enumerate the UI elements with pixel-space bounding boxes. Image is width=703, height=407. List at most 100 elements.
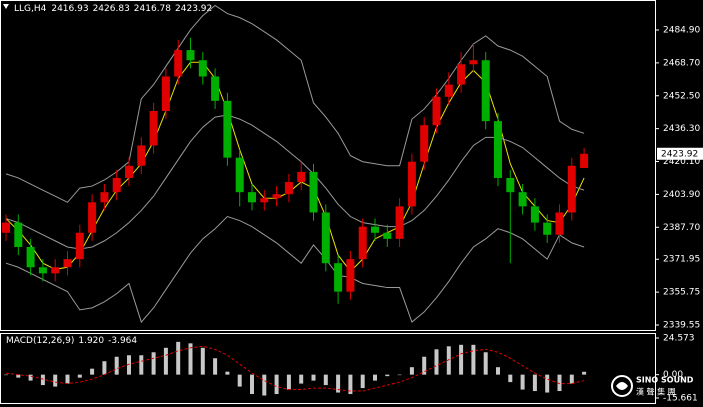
candle-body <box>580 153 589 168</box>
macd-bar <box>274 374 279 395</box>
candle-body <box>346 259 355 292</box>
candle-body <box>518 192 527 207</box>
macd-bar <box>557 374 562 392</box>
macd-bar <box>471 344 476 375</box>
candle-body <box>198 60 207 77</box>
candle-body <box>481 60 490 122</box>
macd-bar <box>286 374 291 390</box>
macd-signal <box>5 345 585 392</box>
candle-body <box>235 157 244 193</box>
candle-body <box>51 267 60 274</box>
y-tick-label: 0.00 <box>663 370 683 380</box>
candle-body <box>174 50 183 77</box>
candle-body <box>358 226 367 260</box>
macd-value: 1.920 <box>78 336 104 346</box>
macd-bar <box>323 374 328 386</box>
macd-bar <box>16 374 21 378</box>
macd-bar <box>65 374 70 384</box>
macd-bar <box>545 374 550 393</box>
macd-bar <box>28 374 33 381</box>
candle-body <box>38 267 47 274</box>
macd-bar <box>496 367 500 375</box>
candle-body <box>75 232 84 260</box>
macd-bar <box>188 343 193 375</box>
candle-body <box>63 259 72 268</box>
macd-bar <box>311 374 316 381</box>
macd-bar <box>446 346 451 375</box>
macd-bar <box>40 374 45 386</box>
logo-chinese: 漢 聲 集 團 <box>636 387 676 397</box>
candle-body <box>383 232 392 239</box>
macd-bar <box>409 367 414 375</box>
macd-bar <box>176 341 181 375</box>
macd-bar <box>373 374 377 381</box>
macd-bar <box>336 374 341 393</box>
candle-body <box>395 206 404 239</box>
candle-body <box>457 64 466 85</box>
candle-body <box>260 198 269 203</box>
candle-body <box>2 222 10 233</box>
macd-bar <box>262 374 267 396</box>
macd-bar <box>299 374 304 384</box>
macd-pane-border <box>0 333 656 404</box>
y-tick-label: 2339.55 <box>663 321 700 331</box>
candle-body <box>494 121 502 178</box>
candle-body <box>88 202 97 233</box>
macd-header: MACD(12,26,9) 1.920 -3.964 <box>6 336 137 346</box>
macd-bar <box>250 374 254 395</box>
macd-bar <box>127 355 131 375</box>
candle-body <box>272 194 281 199</box>
macd-bar <box>90 368 95 375</box>
macd-bar <box>151 352 156 375</box>
macd-bar <box>397 374 402 376</box>
macd-bar <box>163 347 168 375</box>
macd-bar <box>237 374 242 387</box>
y-tick-label: 2387.70 <box>663 223 700 233</box>
candle-body <box>297 171 306 183</box>
macd-bar <box>459 344 464 375</box>
bollinger-band <box>5 215 585 324</box>
high-value: 2426.83 <box>93 4 130 14</box>
signal-value: -3.964 <box>108 336 137 346</box>
macd-bar <box>483 352 488 375</box>
candle-body <box>284 182 293 195</box>
macd-bar <box>348 374 353 395</box>
macd-bar <box>114 356 119 375</box>
logo-mark <box>616 382 628 390</box>
macd-bar <box>200 347 205 375</box>
symbol: LLG,H4 <box>14 4 47 14</box>
candle-body <box>149 110 158 146</box>
macd-bar <box>434 349 439 375</box>
candle-body <box>161 76 170 111</box>
candle-body <box>186 50 195 61</box>
candle-body <box>371 226 379 233</box>
candle-body <box>420 125 429 162</box>
candle-body <box>211 76 220 101</box>
macd-bar <box>102 361 107 375</box>
candle-body <box>125 165 133 178</box>
symbol-icon <box>3 4 9 9</box>
macd-title: MACD(12,26,9) <box>6 336 74 346</box>
candle-body <box>137 145 146 166</box>
price-pane-border <box>0 0 656 331</box>
candle-body <box>100 192 109 203</box>
y-tick-label: 2420.10 <box>663 157 700 167</box>
logo-brand: SINO SOUND <box>636 376 694 385</box>
y-tick-label: 2403.90 <box>663 190 700 200</box>
candle-body <box>543 222 552 235</box>
candle-body <box>223 100 232 158</box>
candle-body <box>248 192 256 203</box>
low-value: 2416.78 <box>134 4 171 14</box>
bollinger-band <box>5 114 585 250</box>
macd-bar <box>520 374 525 390</box>
candle-body <box>555 212 564 235</box>
macd-bar <box>385 374 390 377</box>
candle-body <box>14 222 23 247</box>
price-label-box <box>657 147 703 160</box>
candle-body <box>567 165 576 213</box>
macd-bar <box>4 374 8 376</box>
macd-bar <box>139 355 144 375</box>
bollinger-band <box>5 4 585 203</box>
